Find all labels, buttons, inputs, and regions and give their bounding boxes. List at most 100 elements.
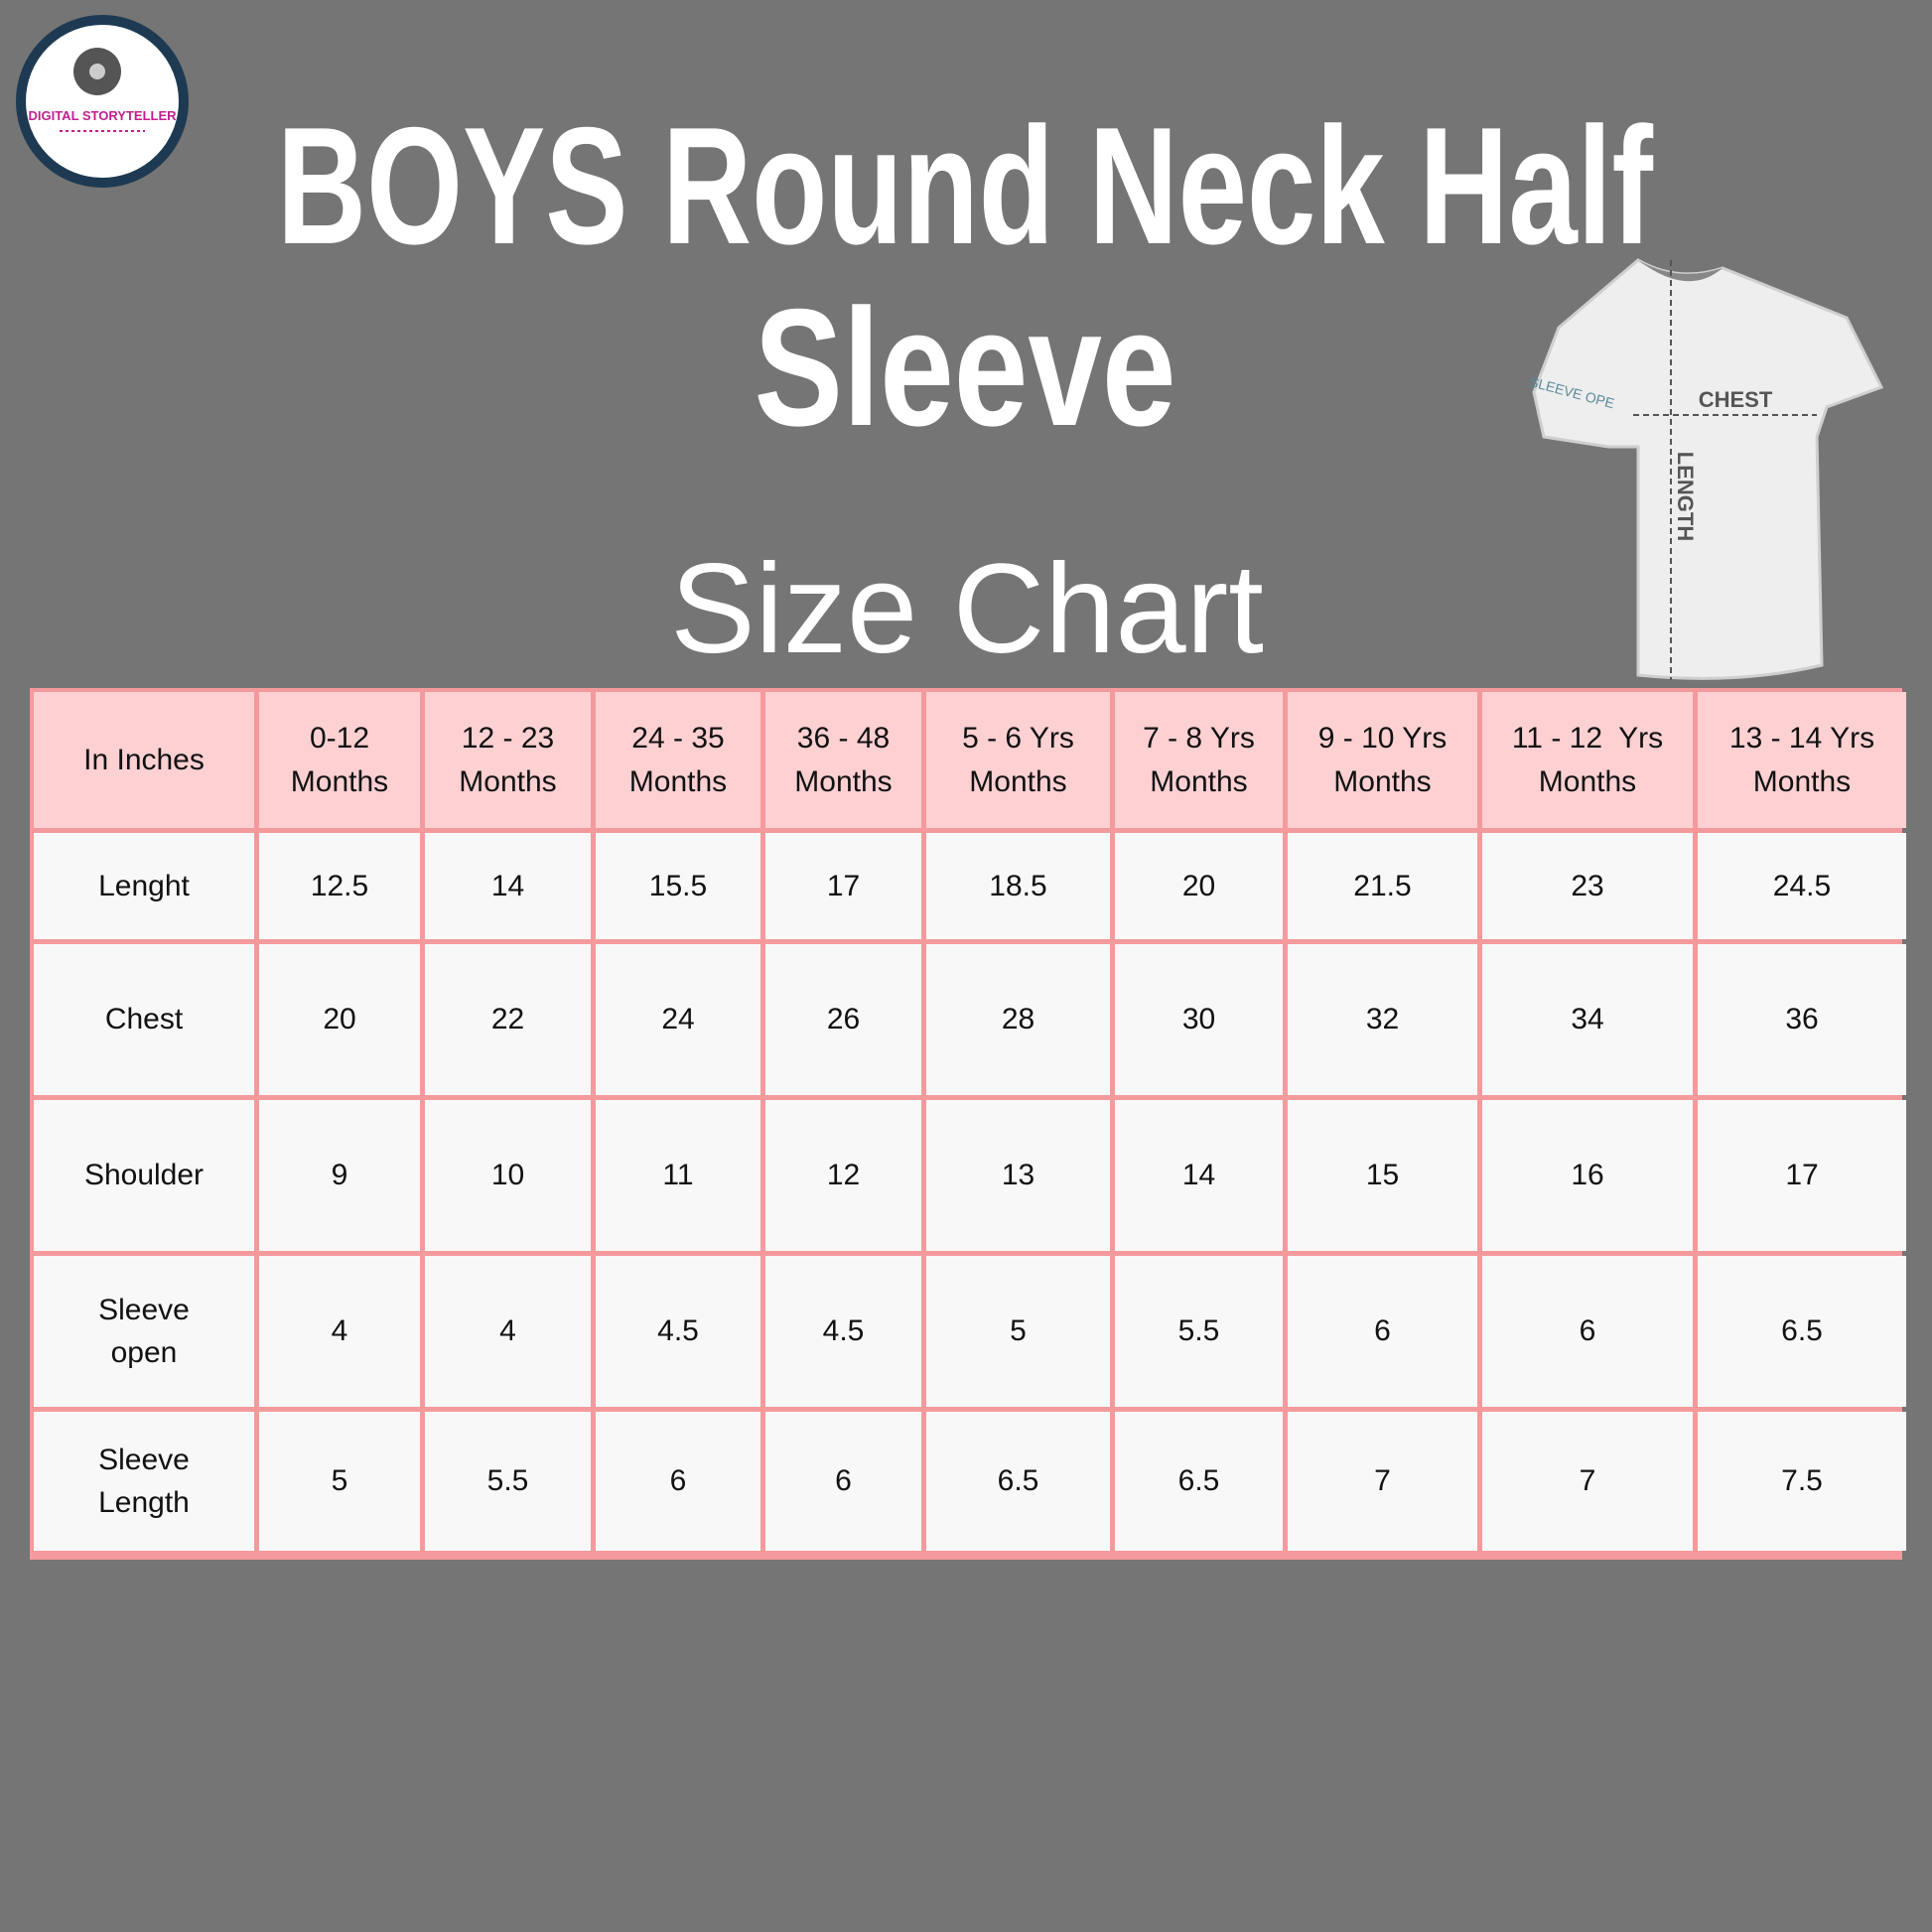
cell-text: 13 - 14 Yrs <box>1728 722 1875 755</box>
title-line: BOYS Round Neck Half <box>277 92 1654 279</box>
header-cell: 24 - 35 Months <box>596 692 760 828</box>
row-label-cell: Chest <box>34 944 254 1095</box>
cell-text: Length <box>98 1486 190 1519</box>
cell-text: 17 <box>1785 1159 1819 1192</box>
cell-text: 32 <box>1365 1003 1400 1036</box>
cell-text: 6.5 <box>997 1464 1039 1498</box>
cell-text: Months <box>1752 764 1852 798</box>
cell-text: 18.5 <box>989 869 1047 902</box>
cell-text: 12 <box>826 1159 861 1192</box>
header-cell: 13 - 14 Yrs Months <box>1698 692 1906 828</box>
value-cell: 18.5 <box>926 833 1110 939</box>
cell-text: 6 <box>835 1464 852 1498</box>
cell-text: Months <box>459 764 557 798</box>
row-label-cell: Shoulder <box>34 1100 254 1251</box>
cell-text: 6 <box>1579 1314 1596 1348</box>
value-cell: 32 <box>1288 944 1477 1095</box>
cell-text: 15.5 <box>648 869 708 902</box>
value-cell: 12 <box>765 1100 921 1251</box>
cell-text: 5 <box>331 1464 348 1498</box>
cell-text: Months <box>290 764 389 798</box>
header-cell: 9 - 10 Yrs Months <box>1288 692 1477 828</box>
header-cell: 0-12 Months <box>259 692 420 828</box>
cell-text: 24 - 35 <box>631 722 725 755</box>
value-cell: 6 <box>765 1412 921 1551</box>
cell-text: 17 <box>826 869 861 902</box>
cell-text: 34 <box>1571 1003 1604 1036</box>
value-cell: 23 <box>1482 833 1693 939</box>
value-cell: 5.5 <box>425 1412 591 1551</box>
chest-label: CHEST <box>1699 387 1773 412</box>
value-cell: 12.5 <box>259 833 420 939</box>
cell-text: Sleeve <box>98 1443 190 1476</box>
value-cell: 16 <box>1482 1100 1693 1251</box>
cell-text: Months <box>794 764 893 798</box>
subtitle: Size Chart <box>670 538 1264 680</box>
cell-text: 9 - 10 Yrs <box>1317 722 1448 755</box>
value-cell: 6 <box>596 1412 760 1551</box>
value-cell: 6.5 <box>926 1412 1110 1551</box>
cell-text: 4 <box>331 1314 348 1348</box>
value-cell: 24.5 <box>1698 833 1906 939</box>
cell-text: 13 <box>1001 1159 1035 1192</box>
header-cell: 36 - 48 Months <box>765 692 921 828</box>
value-cell: 6.5 <box>1115 1412 1283 1551</box>
cell-text: 28 <box>1001 1003 1035 1036</box>
value-cell: 34 <box>1482 944 1693 1095</box>
cell-text: 11 - 12 Yrs <box>1511 722 1664 755</box>
cell-text: 15 <box>1365 1159 1400 1192</box>
cell-text: Chest <box>104 1003 184 1036</box>
cell-text: 7.5 <box>1781 1464 1823 1498</box>
cell-text: 14 <box>490 869 525 902</box>
value-cell: 5 <box>926 1256 1110 1407</box>
cell-text: 24.5 <box>1772 869 1832 902</box>
value-cell: 7 <box>1288 1412 1477 1551</box>
cell-text: 26 <box>826 1003 861 1036</box>
value-cell: 24 <box>596 944 760 1095</box>
row-label-cell: Lenght <box>34 833 254 939</box>
value-cell: 15.5 <box>596 833 760 939</box>
cell-text: open <box>110 1336 178 1369</box>
header-cell: 5 - 6 Yrs Months <box>926 692 1110 828</box>
value-cell: 11 <box>596 1100 760 1251</box>
header-art: DIGITAL STORYTELLER BOYS Round Neck Half… <box>16 15 1884 680</box>
value-cell: 7.5 <box>1698 1412 1906 1551</box>
cell-text: 12 - 23 <box>461 722 555 755</box>
value-cell: 9 <box>259 1100 420 1251</box>
value-cell: 4.5 <box>765 1256 921 1407</box>
cell-text: 6.5 <box>1177 1464 1220 1498</box>
value-cell: 5.5 <box>1115 1256 1283 1407</box>
cell-text: 36 - 48 <box>796 722 891 755</box>
value-cell: 22 <box>425 944 591 1095</box>
value-cell: 6 <box>1288 1256 1477 1407</box>
value-cell: 30 <box>1115 944 1283 1095</box>
value-cell: 28 <box>926 944 1110 1095</box>
cell-text: Months <box>628 764 728 798</box>
cell-text: 7 <box>1579 1464 1596 1498</box>
value-cell: 15 <box>1288 1100 1477 1251</box>
header-cell: 12 - 23 Months <box>425 692 591 828</box>
value-cell: 4 <box>259 1256 420 1407</box>
cell-text: 36 <box>1785 1003 1819 1036</box>
tshirt-illustration: CHEST LENGTH SLEEVE OPE <box>1528 258 1884 680</box>
value-cell: 17 <box>1698 1100 1906 1251</box>
cell-text: 16 <box>1571 1159 1604 1192</box>
cell-text: Months <box>969 764 1067 798</box>
cell-text: 14 <box>1181 1159 1216 1192</box>
title-line: Sleeve <box>755 274 1176 461</box>
value-cell: 21.5 <box>1288 833 1477 939</box>
value-cell: 6 <box>1482 1256 1693 1407</box>
cell-text: 20 <box>1181 869 1216 902</box>
logo: DIGITAL STORYTELLER <box>16 15 189 188</box>
cell-text: 21.5 <box>1353 869 1412 902</box>
value-cell: 4.5 <box>596 1256 760 1407</box>
value-cell: 20 <box>259 944 420 1095</box>
header-cell: In Inches <box>34 692 254 828</box>
cell-text: 7 <box>1374 1464 1391 1498</box>
cell-text: 5.5 <box>1177 1314 1220 1348</box>
cell-text: Lenght <box>98 869 190 902</box>
cell-text: Sleeve <box>98 1293 190 1326</box>
cell-text: 12.5 <box>310 869 369 902</box>
cell-text: 30 <box>1181 1003 1216 1036</box>
